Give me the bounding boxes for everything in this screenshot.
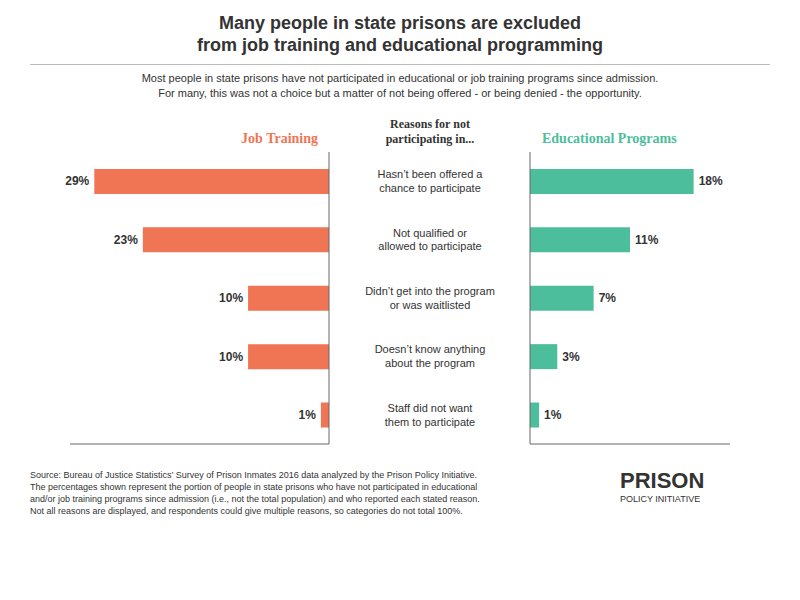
svg-text:1%: 1% [544,408,562,422]
svg-text:23%: 23% [114,233,138,247]
html-text:Job Training: Job Training [241,131,318,146]
svg-text:18%: 18% [699,174,723,188]
svg-text:Hasn’t been offered achance to: Hasn’t been offered achance to participa… [378,168,484,194]
svg-text:29%: 29% [65,174,89,188]
html-text:Most people in state prisons h: Most people in state prisons have not pa… [141,72,659,99]
svg-text:Doesn’t know anythingabout the: Doesn’t know anythingabout the program [375,343,486,369]
html-text:and/or job training programs s: and/or job training programs since admis… [30,494,480,504]
html-text:Many people in state prisons a: Many people in state prisons are exclude… [197,13,603,55]
html-text:Educational Programs: Educational Programs [542,131,677,146]
svg-text:Not qualified orallowed to par: Not qualified orallowed to participate [378,227,481,253]
svg-text:10%: 10% [219,350,243,364]
svg-text:3%: 3% [562,350,580,364]
svg-text:11%: 11% [635,233,659,247]
svg-text:7%: 7% [599,291,617,305]
html-text:PRISON: PRISON [620,468,705,493]
svg-text:10%: 10% [219,291,243,305]
html-text:POLICY INITIATIVE: POLICY INITIATIVE [620,494,701,504]
svg-text:1%: 1% [299,408,317,422]
svg-text:Staff did not wantthem to part: Staff did not wantthem to participate [385,402,476,428]
html-text:Source: Bureau of Justice Stat: Source: Bureau of Justice Statistics’ Su… [30,470,477,480]
svg-text:Didn’t get into the programor: Didn’t get into the programor was waitli… [365,285,495,311]
html-text:Not all reasons are displayed,: Not all reasons are displayed, and respo… [30,506,463,516]
html-text:Reasons for not participating: Reasons for not participating in... [385,117,475,146]
html-text:The percentages shown represen: The percentages shown represent the port… [30,482,478,492]
